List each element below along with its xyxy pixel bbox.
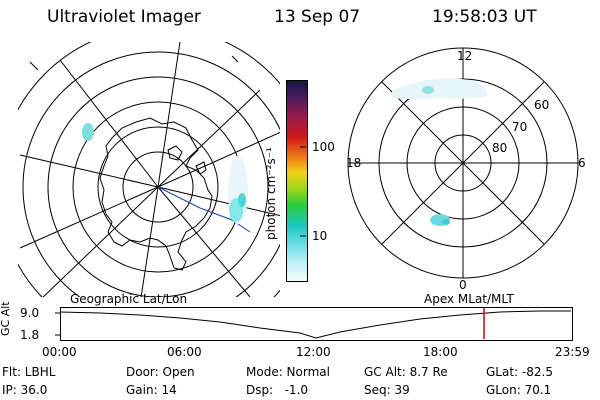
gain-label: Gain: 14 (126, 383, 177, 397)
timeline-xtick-0600: 06:00 (167, 345, 202, 359)
timeline-xtick-1200: 12:00 (296, 345, 331, 359)
colorbar-tick-100: 100 (312, 140, 335, 154)
ip-label: IP: 36.0 (2, 383, 48, 397)
timeline-xtick-2359: 23:59 (555, 345, 590, 359)
colorbar-unit-label: photon cm⁻²s⁻¹ (264, 147, 278, 240)
colorbar (286, 80, 308, 282)
glon-label: GLon: 70.1 (486, 383, 552, 397)
mlt-label-0: 0 (459, 278, 467, 292)
mlt-label-12: 12 (457, 49, 473, 63)
filter-label: Flt: LBHL (2, 365, 56, 379)
timeline-y-label: GC Alt (0, 301, 12, 336)
mlat-label-70: 70 (512, 120, 528, 134)
glat-label: GLat: -82.5 (486, 365, 553, 379)
timeline-xtick-1800: 18:00 (423, 345, 458, 359)
mlt-label-18: 18 (346, 156, 362, 170)
altitude-timeline (60, 307, 573, 341)
mlat-label-60: 60 (534, 98, 550, 112)
geo-panel-label: Geographic Lat/Lon (70, 292, 188, 306)
mode-label: Mode: Normal (246, 365, 330, 379)
seq-label: Seq: 39 (364, 383, 410, 397)
colorbar-tick-10: 10 (312, 229, 328, 243)
door-label: Door: Open (126, 365, 195, 379)
mlat-label-80: 80 (492, 141, 508, 155)
timeline-xtick-0000: 00:00 (42, 345, 77, 359)
time-label: 19:58:03 UT (432, 7, 537, 27)
mlt-label-6: 6 (578, 156, 586, 170)
timeline-ytick-1-8: 1.8 (20, 328, 40, 342)
dsp-label: Dsp: -1.0 (246, 383, 309, 397)
date-label: 13 Sep 07 (274, 7, 361, 27)
apex-panel-label: Apex MLat/MLT (424, 292, 514, 306)
timeline-ytick-9: 9.0 (20, 306, 40, 320)
gc-alt-label: GC Alt: 8.7 Re (364, 365, 448, 379)
app-title: Ultraviolet Imager (47, 7, 201, 27)
